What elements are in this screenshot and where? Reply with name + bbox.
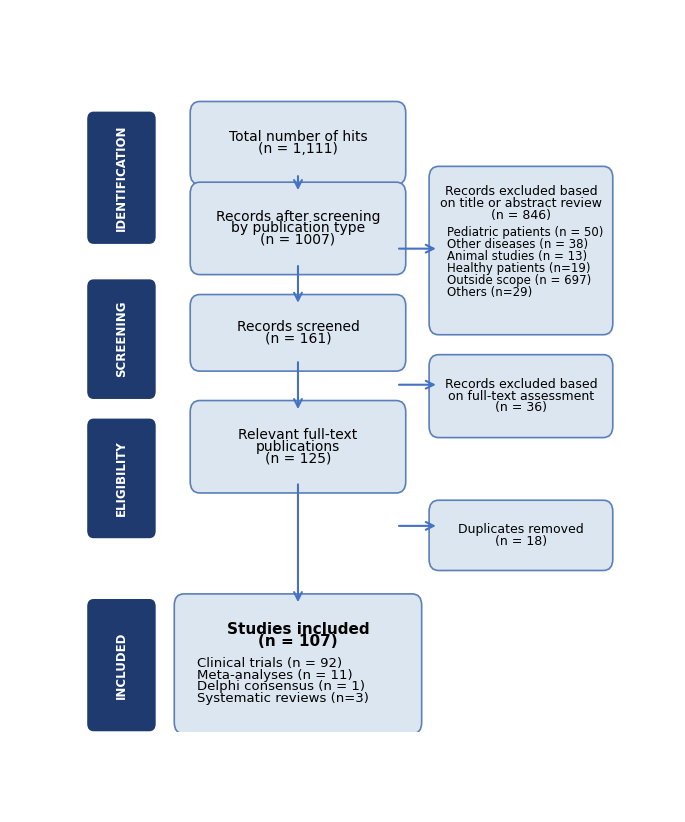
Text: IDENTIFICATION: IDENTIFICATION [115,124,128,231]
Text: on title or abstract review: on title or abstract review [440,197,602,210]
Text: Meta-analyses (n = 11): Meta-analyses (n = 11) [197,669,353,681]
Text: Records excluded based: Records excluded based [445,185,597,198]
Text: Records screened: Records screened [236,320,360,334]
Text: Healthy patients (n=19): Healthy patients (n=19) [447,262,590,275]
Text: Other diseases (n = 38): Other diseases (n = 38) [447,238,588,252]
FancyBboxPatch shape [87,599,155,732]
FancyBboxPatch shape [174,594,422,734]
Text: (n = 125): (n = 125) [265,451,331,465]
FancyBboxPatch shape [87,418,155,538]
Text: Studies included: Studies included [227,622,369,637]
Text: INCLUDED: INCLUDED [115,631,128,699]
Text: SCREENING: SCREENING [115,301,128,377]
Text: Total number of hits: Total number of hits [229,130,367,144]
Text: Others (n=29): Others (n=29) [447,286,532,299]
FancyBboxPatch shape [190,400,406,493]
Text: Records excluded based: Records excluded based [445,378,597,391]
Text: Outside scope (n = 697): Outside scope (n = 697) [447,275,591,288]
Text: Relevant full-text: Relevant full-text [238,428,358,442]
FancyBboxPatch shape [87,279,155,399]
Text: (n = 18): (n = 18) [495,534,547,547]
Text: by publication type: by publication type [231,221,365,235]
Text: Animal studies (n = 13): Animal studies (n = 13) [447,251,587,263]
Text: Delphi consensus (n = 1): Delphi consensus (n = 1) [197,680,365,693]
Text: ELIGIBILITY: ELIGIBILITY [115,441,128,516]
Text: Clinical trials (n = 92): Clinical trials (n = 92) [197,658,342,671]
Text: (n = 107): (n = 107) [258,634,338,649]
Text: (n = 1007): (n = 1007) [260,233,336,247]
FancyBboxPatch shape [190,101,406,184]
Text: (n = 1,111): (n = 1,111) [258,141,338,155]
Text: (n = 161): (n = 161) [264,331,332,345]
FancyBboxPatch shape [190,294,406,371]
Text: on full-text assessment: on full-text assessment [448,390,594,403]
FancyBboxPatch shape [190,182,406,275]
Text: Records after screening: Records after screening [216,210,380,224]
FancyBboxPatch shape [87,112,155,244]
Text: Pediatric patients (n = 50): Pediatric patients (n = 50) [447,226,603,239]
FancyBboxPatch shape [429,501,613,570]
Text: publications: publications [256,440,340,454]
FancyBboxPatch shape [429,166,613,335]
Text: (n = 36): (n = 36) [495,401,547,414]
Text: (n = 846): (n = 846) [491,210,551,222]
Text: Systematic reviews (n=3): Systematic reviews (n=3) [197,691,369,704]
FancyBboxPatch shape [429,354,613,437]
Text: Duplicates removed: Duplicates removed [458,523,584,536]
